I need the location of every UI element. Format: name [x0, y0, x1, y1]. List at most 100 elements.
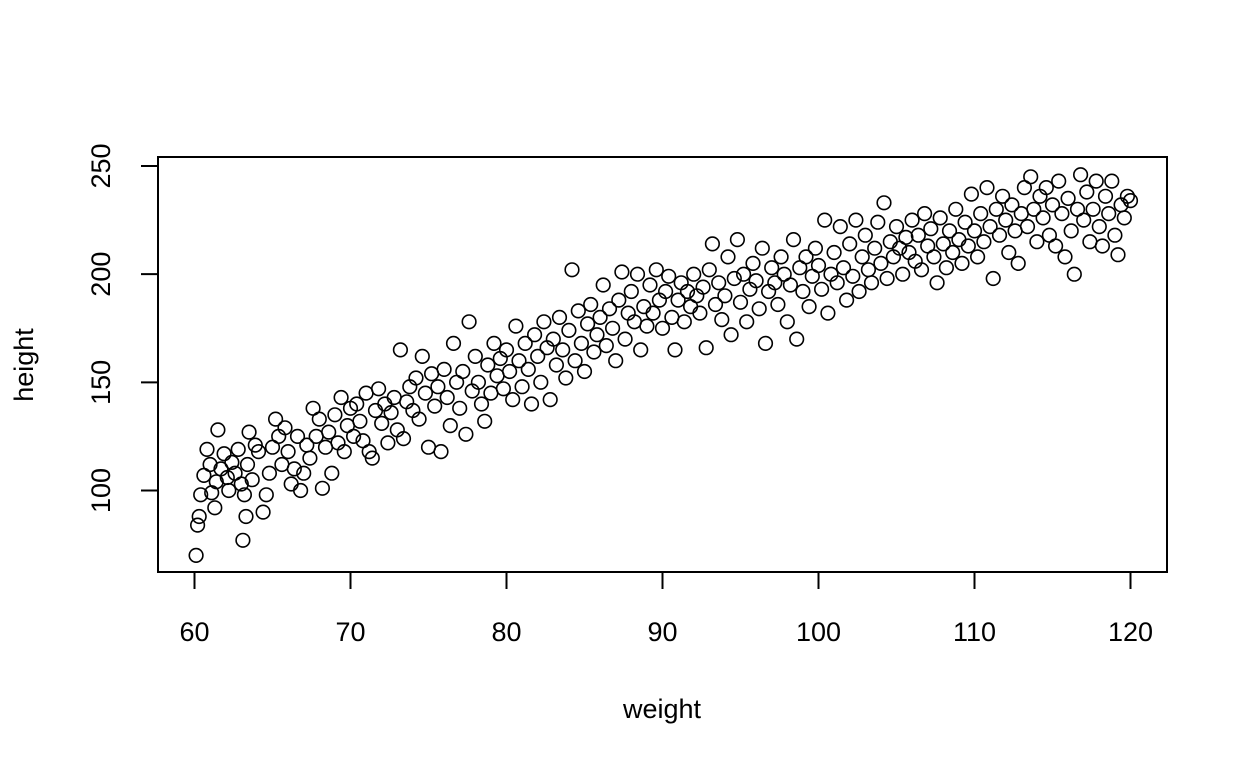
data-point: [555, 342, 571, 358]
data-point: [293, 482, 309, 499]
data-point: [604, 320, 621, 336]
data-point: [268, 411, 284, 427]
data-point: [592, 309, 608, 326]
data-point: [692, 305, 708, 321]
data-point: [751, 301, 767, 317]
data-point: [941, 223, 958, 239]
data-point: [364, 450, 380, 466]
data-point: [623, 283, 639, 300]
data-point: [1082, 234, 1098, 250]
data-point: [707, 296, 724, 313]
data-point: [785, 232, 802, 248]
data-point: [876, 195, 892, 211]
data-point: [832, 219, 848, 235]
data-point: [536, 314, 552, 330]
data-point: [570, 303, 586, 319]
data-point: [1076, 212, 1092, 228]
data-point: [517, 335, 533, 352]
data-point: [739, 314, 755, 330]
data-point: [1001, 244, 1017, 261]
data-point: [686, 266, 702, 282]
data-point: [236, 487, 252, 503]
data-point: [1047, 238, 1064, 254]
data-point: [1010, 255, 1026, 272]
data-point: [826, 244, 842, 261]
data-point: [241, 424, 257, 440]
data-point: [1026, 201, 1042, 217]
data-point: [820, 305, 836, 321]
data-point: [280, 444, 296, 460]
data-point: [842, 236, 858, 252]
data-point: [411, 411, 427, 427]
data-point: [1104, 173, 1120, 189]
data-point: [274, 456, 290, 473]
data-point: [1051, 173, 1067, 189]
data-point: [436, 361, 452, 378]
data-point: [1072, 167, 1089, 183]
data-point: [1107, 227, 1123, 243]
data-point: [935, 236, 951, 252]
data-point: [1060, 190, 1076, 206]
data-point: [239, 456, 256, 473]
data-point: [452, 400, 468, 416]
data-point: [477, 413, 493, 429]
data-point: [633, 342, 649, 358]
data-point: [199, 441, 215, 458]
data-point: [695, 279, 711, 295]
data-point: [664, 309, 680, 326]
data-point: [551, 309, 568, 326]
data-point: [617, 331, 633, 347]
data-point: [636, 299, 652, 315]
data-point: [1035, 210, 1051, 226]
data-point: [480, 357, 496, 373]
data-point: [988, 201, 1004, 217]
data-point: [1029, 234, 1045, 250]
data-point: [511, 353, 527, 369]
data-point: [960, 238, 976, 254]
data-point: [250, 444, 267, 460]
data-point: [798, 249, 814, 265]
data-point: [408, 370, 424, 386]
data-point: [458, 426, 474, 442]
data-point: [754, 240, 770, 256]
data-point: [573, 335, 590, 352]
data-point: [667, 342, 683, 358]
data-point: [1119, 188, 1135, 204]
data-point: [1038, 180, 1054, 196]
y-axis: 100 150 200 250: [86, 143, 159, 513]
data-point: [698, 340, 714, 356]
data-point: [336, 444, 352, 460]
data-point: [895, 266, 911, 282]
data-point: [782, 277, 799, 293]
data-point: [1085, 201, 1101, 217]
data-point: [1079, 184, 1095, 200]
data-point: [595, 277, 611, 293]
data-point: [430, 379, 446, 395]
data-point: [383, 405, 399, 421]
data-point: [358, 385, 374, 401]
data-point: [545, 331, 561, 347]
data-point: [926, 249, 942, 265]
data-point: [473, 396, 490, 412]
data-point: [998, 212, 1014, 228]
x-tick-label: 100: [796, 617, 841, 647]
data-point: [898, 229, 914, 245]
data-point: [923, 221, 939, 237]
data-point: [648, 262, 664, 278]
data-point: [190, 517, 206, 533]
data-point: [994, 188, 1011, 204]
data-point: [1007, 223, 1023, 239]
data-point: [188, 547, 204, 564]
data-point: [238, 508, 254, 525]
data-point: [611, 292, 627, 308]
data-point: [963, 186, 980, 202]
y-tick-label: 200: [86, 252, 116, 297]
data-point: [779, 314, 795, 330]
data-point: [455, 363, 471, 380]
data-point: [645, 305, 661, 321]
data-point: [870, 214, 886, 230]
data-point: [289, 428, 306, 445]
x-axis-title: weight: [622, 694, 702, 724]
data-point: [748, 273, 764, 289]
data-point: [817, 212, 833, 228]
